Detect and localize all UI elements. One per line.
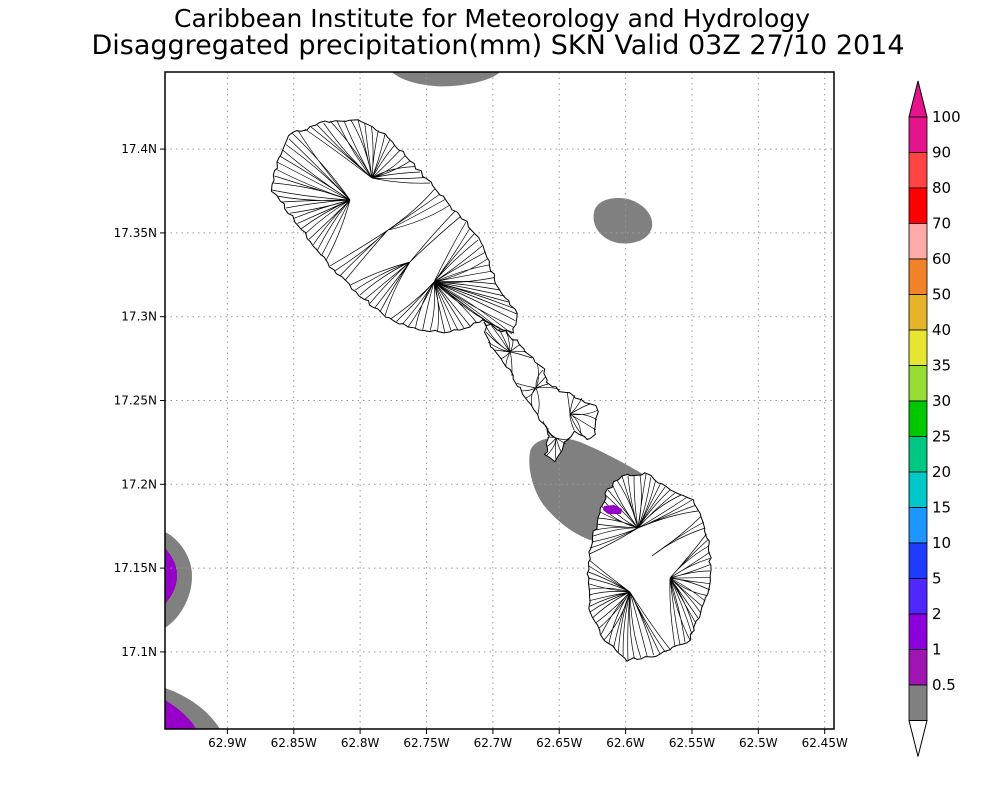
- colorbar-label: 5: [932, 570, 942, 588]
- colorbar-swatch: [908, 507, 928, 544]
- latitude-tick-label: 17.2N: [121, 477, 157, 491]
- colorbar-label: 40: [932, 321, 951, 339]
- peninsula-coastline: [483, 321, 599, 463]
- colorbar-label: 70: [932, 215, 951, 233]
- island-nevis: [586, 472, 712, 662]
- colorbar-swatch: [908, 578, 928, 615]
- colorbar-label: 20: [932, 463, 951, 481]
- longitude-tick-label: 62.65W: [536, 736, 582, 750]
- colorbar-label: 25: [932, 428, 951, 446]
- island-st-kitts: [270, 119, 518, 335]
- latitude-tick-label: 17.3N: [121, 310, 157, 324]
- latitude-tick-label: 17.35N: [114, 226, 157, 240]
- colorbar-label: 80: [932, 179, 951, 197]
- longitude-tick-label: 62.75W: [403, 736, 449, 750]
- colorbar-label: 100: [932, 108, 961, 126]
- colorbar-swatch: [908, 613, 928, 650]
- figure-title-line2: Disaggregated precipitation(mm) SKN Vali…: [91, 30, 904, 61]
- colorbar-swatch: [908, 258, 928, 295]
- longitude-tick-label: 62.45W: [802, 736, 848, 750]
- latitude-axis: 17.4N 17.35N 17.3N 17.25N 17.2N 17.15N 17.1N: [114, 142, 165, 659]
- colorbar-label: 35: [932, 357, 951, 375]
- colorbar-swatch: [908, 294, 928, 331]
- precip-area-southwest-corner-core: [165, 700, 196, 729]
- nevis-precip-spot: [603, 505, 622, 514]
- graticule-grid: [165, 72, 834, 729]
- colorbar-swatch: [908, 152, 928, 189]
- colorbar-label: 60: [932, 250, 951, 268]
- colorbar-label: 15: [932, 499, 951, 517]
- colorbar-swatch: [908, 649, 928, 686]
- figure-title-line1: Caribbean Institute for Meteorology and …: [174, 4, 810, 33]
- longitude-axis: 62.9W 62.85W 62.8W 62.75W 62.7W 62.65W 62.6W 62…: [208, 729, 848, 750]
- southeast-peninsula: [483, 321, 599, 463]
- colorbar-swatch: [908, 223, 928, 260]
- precip-area-northeast-patch: [593, 198, 653, 244]
- colorbar-label: 10: [932, 534, 951, 552]
- precip-area-west-edge-core: [165, 548, 178, 604]
- map-panel: 62.9W 62.85W 62.8W 62.75W 62.7W 62.65W 62.6W 62…: [114, 71, 848, 750]
- longitude-tick-label: 62.8W: [341, 736, 380, 750]
- colorbar-swatch: [908, 684, 928, 721]
- latitude-tick-label: 17.4N: [121, 142, 157, 156]
- precip-area-west-edge: [165, 532, 192, 628]
- longitude-tick-label: 62.5W: [739, 736, 778, 750]
- colorbar-swatch: [908, 542, 928, 579]
- longitude-tick-label: 62.9W: [208, 736, 247, 750]
- colorbar-swatch: [908, 471, 928, 508]
- peninsula-drainage: [483, 321, 599, 461]
- colorbar-label: 2: [932, 605, 942, 623]
- island-outlines-layer: [270, 119, 712, 662]
- colorbar-swatch: [908, 329, 928, 366]
- colorbar-label: 90: [932, 144, 951, 162]
- colorbar-swatch: [908, 400, 928, 437]
- colorbar-label: 30: [932, 392, 951, 410]
- colorbar-swatch: [908, 187, 928, 224]
- colorbar-label: 1: [932, 641, 942, 659]
- colorbar-underflow-triangle: [908, 720, 928, 757]
- st-kitts-coastline: [270, 119, 518, 334]
- colorbar-swatch: [908, 365, 928, 402]
- st-kitts-drainage: [271, 119, 518, 335]
- longitude-tick-label: 62.7W: [474, 736, 513, 750]
- colorbar-overflow-triangle: [908, 80, 928, 118]
- nevis-drainage: [587, 473, 711, 661]
- latitude-tick-label: 17.25N: [114, 394, 157, 408]
- longitude-tick-label: 62.85W: [271, 736, 317, 750]
- colorbar-label: 0.5: [932, 676, 956, 694]
- precip-area-north-edge: [392, 72, 500, 87]
- colorbar-swatch: [908, 436, 928, 473]
- latitude-tick-label: 17.15N: [114, 561, 157, 575]
- latitude-tick-label: 17.1N: [121, 645, 157, 659]
- longitude-tick-label: 62.55W: [669, 736, 715, 750]
- colorbar-label: 50: [932, 286, 951, 304]
- colorbar-legend: 100 90 80 70 60 50 40 35 30 25 20 15 10 5 2 1 0.5: [908, 80, 961, 757]
- longitude-tick-label: 62.6W: [606, 736, 645, 750]
- colorbar-swatch: [908, 116, 928, 153]
